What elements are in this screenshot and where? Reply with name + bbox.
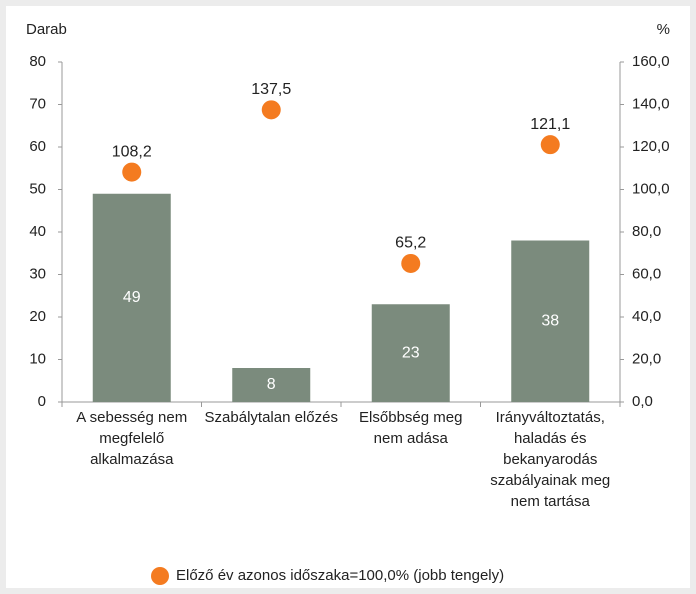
y-axis-title: Darab: [26, 21, 67, 38]
y-tick-label: 50: [29, 180, 46, 197]
dot: [261, 100, 281, 120]
y2-tick-label: 80,0: [632, 223, 661, 240]
dot: [540, 135, 560, 155]
y-tick-label: 10: [29, 350, 46, 367]
y-tick-label: 0: [38, 393, 46, 410]
y2-tick-label: 40,0: [632, 308, 661, 325]
bar-label: 38: [541, 312, 559, 329]
y-tick-label: 30: [29, 265, 46, 282]
bar-label: 8: [267, 376, 276, 393]
bar: [511, 240, 590, 402]
dot-label: 65,2: [395, 235, 426, 252]
dot-label: 137,5: [251, 81, 291, 98]
dot: [122, 162, 142, 182]
legend-label: Előző év azonos időszaka=100,0% (jobb te…: [176, 567, 504, 584]
dot-label: 121,1: [530, 116, 570, 133]
y-tick-label: 80: [29, 53, 46, 70]
bar-label: 49: [123, 289, 141, 306]
y-tick-label: 60: [29, 138, 46, 155]
dot-label: 108,2: [112, 143, 152, 160]
y2-axis-title: %: [657, 21, 670, 38]
x-tick-label: A sebesség nem megfelelő alkalmazása: [76, 409, 188, 468]
dot: [401, 253, 421, 273]
y2-tick-label: 20,0: [632, 350, 661, 367]
y2-tick-label: 60,0: [632, 265, 661, 282]
x-tick-label: Elsőbbség meg nem adása: [359, 409, 463, 447]
x-tick-label: Irányváltoztatás, haladás és bekanyarodá…: [490, 409, 611, 510]
x-tick-label: Szabálytalan előzés: [204, 409, 338, 426]
y-tick-label: 40: [29, 223, 46, 240]
y-tick-label: 20: [29, 308, 46, 325]
y2-tick-label: 140,0: [632, 95, 670, 112]
bar-label: 23: [402, 344, 420, 361]
bar: [371, 304, 450, 402]
y2-tick-label: 100,0: [632, 180, 670, 197]
y2-tick-label: 160,0: [632, 53, 670, 70]
y2-tick-label: 120,0: [632, 138, 670, 155]
y-tick-label: 70: [29, 95, 46, 112]
legend-marker: [151, 567, 169, 585]
y2-tick-label: 0,0: [632, 393, 653, 410]
bar: [92, 193, 171, 402]
bar: [232, 368, 311, 402]
